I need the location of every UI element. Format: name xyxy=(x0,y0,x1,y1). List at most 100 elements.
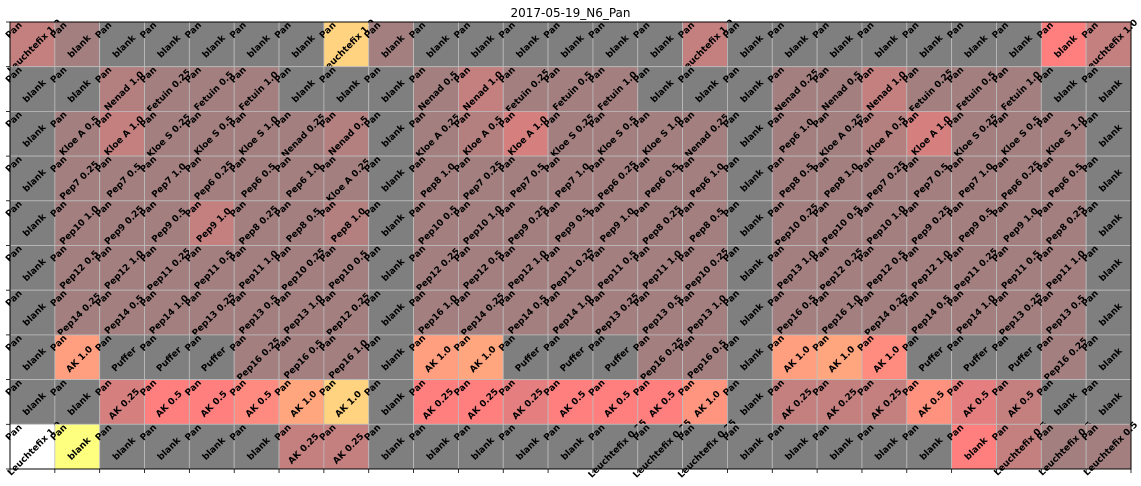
well-fill xyxy=(54,155,101,202)
well-fill xyxy=(413,379,459,425)
well-fill xyxy=(54,111,101,157)
well-fill xyxy=(54,21,101,68)
well-fill xyxy=(188,379,235,425)
well-fill xyxy=(144,423,190,470)
well-fill xyxy=(323,66,370,112)
well-fill xyxy=(771,289,818,336)
well-fill xyxy=(816,66,863,112)
well-fill xyxy=(816,245,863,291)
well-fill xyxy=(502,111,549,157)
well-fill xyxy=(502,379,549,425)
well-fill xyxy=(502,245,549,291)
well-fill xyxy=(861,200,908,246)
well-fill xyxy=(996,245,1042,291)
well-fill xyxy=(323,334,370,380)
well-fill xyxy=(816,21,863,68)
well-fill xyxy=(278,334,325,380)
well-fill xyxy=(861,111,908,157)
well-fill xyxy=(368,379,414,425)
well-fill xyxy=(233,379,280,425)
well-fill xyxy=(1040,245,1087,291)
well-fill xyxy=(1040,423,1087,470)
well-fill xyxy=(771,200,818,246)
well-fill xyxy=(816,379,863,425)
well-fill xyxy=(682,334,728,380)
well-fill xyxy=(144,334,190,380)
well-fill xyxy=(906,289,953,336)
well-fill xyxy=(188,289,235,336)
well-fill xyxy=(906,423,953,470)
well-fill xyxy=(413,245,459,291)
well-fill xyxy=(727,66,773,112)
well-fill xyxy=(278,289,325,336)
